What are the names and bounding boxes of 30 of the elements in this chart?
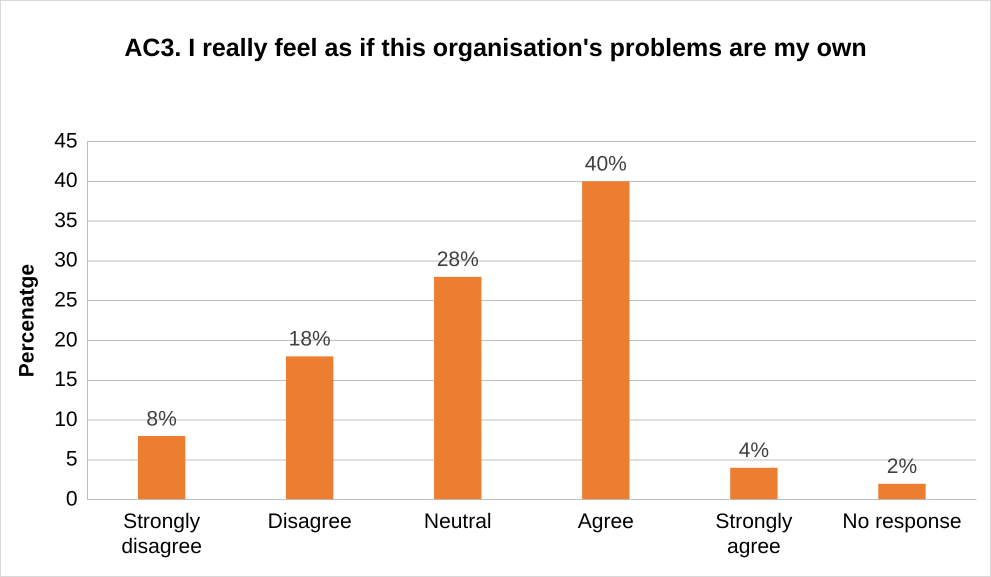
y-tick-label: 5: [66, 448, 78, 471]
y-tick-label: 45: [54, 129, 78, 152]
bar: [138, 436, 186, 500]
x-tick-label: No response: [842, 510, 962, 533]
x-tick-label: Agree: [578, 510, 634, 533]
bar: [434, 276, 482, 500]
bar: [730, 468, 778, 500]
bar: [878, 484, 926, 500]
x-tick-label: Neutral: [424, 510, 492, 533]
chart-title: AC3. I really feel as if this organisation's problems are my own: [123, 33, 868, 64]
y-axis-title: Percenatge: [15, 264, 38, 378]
x-tick-label: Strongly agree: [715, 510, 793, 558]
y-tick-label: 30: [54, 248, 78, 272]
data-label: 40%: [584, 152, 627, 176]
x-tick-label: Disagree: [268, 510, 352, 533]
x-tick-label: Strongly disagree: [121, 510, 202, 558]
data-label: 4%: [738, 439, 770, 462]
data-label: 2%: [886, 454, 918, 478]
y-tick-label: 35: [54, 208, 78, 232]
bar: [582, 181, 630, 500]
data-label: 28%: [436, 248, 479, 272]
data-label: 18%: [288, 328, 331, 351]
y-tick-label: 40: [54, 169, 78, 192]
data-label: 8%: [146, 407, 177, 430]
bar: [286, 356, 334, 500]
y-tick-label: 15: [54, 368, 78, 392]
y-tick-label: 20: [54, 328, 78, 352]
y-tick-label: 0: [66, 487, 78, 510]
y-tick-label: 10: [54, 408, 78, 431]
y-tick-label: 25: [54, 288, 78, 312]
